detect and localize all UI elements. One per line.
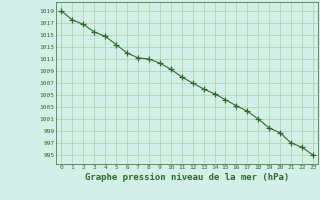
X-axis label: Graphe pression niveau de la mer (hPa): Graphe pression niveau de la mer (hPa) xyxy=(85,173,289,182)
